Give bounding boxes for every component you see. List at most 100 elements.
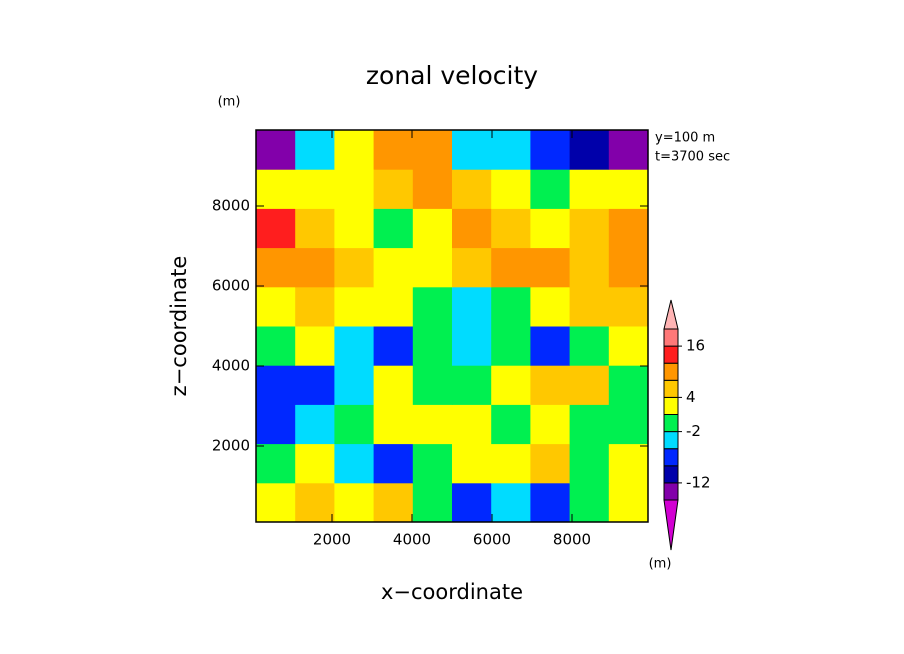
contour-cell — [295, 169, 335, 209]
contour-cell — [608, 169, 649, 209]
contour-cell — [608, 482, 649, 523]
contour-cell — [608, 208, 649, 249]
contour-cell — [569, 326, 610, 366]
contour-cell — [569, 482, 610, 523]
colorbar-segment — [663, 414, 679, 433]
contour-cell — [569, 247, 610, 288]
contour-cell — [373, 169, 414, 209]
y-tick-label: 6000 — [212, 277, 250, 295]
contour-cell — [412, 482, 453, 523]
contour-cell — [491, 208, 531, 249]
contour-cell — [608, 365, 649, 405]
colorbar-segment — [663, 465, 679, 484]
contour-cell — [256, 169, 296, 209]
contour-cell — [295, 482, 335, 523]
contour-cell — [530, 247, 571, 288]
contour-cell — [256, 130, 296, 170]
contour-cell — [452, 286, 492, 327]
annotation: t=3700 sec — [655, 150, 730, 165]
contour-cell — [491, 286, 531, 327]
colorbar-segment — [663, 431, 679, 450]
colorbar-tick-label: 4 — [686, 388, 696, 406]
colorbar-segment — [663, 362, 679, 381]
colorbar-segment — [663, 448, 679, 467]
contour-cell — [256, 482, 296, 523]
colorbar-segment — [663, 328, 679, 347]
contour-cell — [530, 130, 571, 170]
x-tick-label: 8000 — [553, 531, 591, 549]
colorbar-tick-label: -2 — [686, 422, 701, 440]
contour-cell — [295, 130, 335, 170]
x-axis-label: x−coordinate — [381, 580, 523, 604]
contour-cell — [530, 404, 571, 445]
contour-cell — [608, 326, 649, 366]
contour-cell — [491, 365, 531, 405]
contour-cell — [569, 365, 610, 405]
contour-cell — [256, 443, 296, 484]
contour-cell — [412, 443, 453, 484]
contour-cell — [491, 326, 531, 366]
contour-cell — [530, 326, 571, 366]
contour-cell — [373, 365, 414, 405]
contour-cell — [334, 169, 375, 209]
contour-cell — [452, 169, 492, 209]
colorbar-segment — [663, 299, 679, 330]
contour-cell — [256, 365, 296, 405]
colorbar-segment — [663, 379, 679, 398]
colorbar-tick-label: -12 — [686, 473, 711, 491]
contour-cell — [569, 169, 610, 209]
contour-cell — [452, 443, 492, 484]
y-axis-label: z−coordinate — [167, 256, 191, 397]
contour-cell — [452, 130, 492, 170]
contour-cell — [334, 208, 375, 249]
contour-cell — [373, 404, 414, 445]
contour-cell — [334, 247, 375, 288]
contour-cell — [295, 247, 335, 288]
contour-cell — [256, 404, 296, 445]
contour-cell — [530, 482, 571, 523]
contour-cell — [452, 208, 492, 249]
contour-cell — [569, 208, 610, 249]
contour-cell — [569, 286, 610, 327]
contour-cell — [412, 130, 453, 170]
colorbar-segment — [663, 345, 679, 364]
contour-cell — [412, 326, 453, 366]
colorbar-segment — [663, 396, 679, 415]
contour-cell — [452, 482, 492, 523]
y-tick-label: 8000 — [212, 197, 250, 215]
contour-cell — [373, 443, 414, 484]
contour-cell — [491, 443, 531, 484]
contour-cell — [334, 482, 375, 523]
contour-cell — [334, 286, 375, 327]
contour-cell — [412, 247, 453, 288]
colorbar-unit: (m) — [649, 557, 672, 572]
contour-cell — [412, 286, 453, 327]
contour-cell — [530, 286, 571, 327]
contour-cell — [452, 326, 492, 366]
contour-cell — [412, 208, 453, 249]
plot-frame — [255, 129, 649, 523]
contour-cell — [491, 169, 531, 209]
contour-cell — [373, 326, 414, 366]
contour-cell — [608, 247, 649, 288]
contour-cell — [569, 130, 610, 170]
contour-cell — [295, 443, 335, 484]
contour-cell — [334, 443, 375, 484]
contour-cell — [373, 482, 414, 523]
contour-cell — [530, 208, 571, 249]
contour-cell — [491, 247, 531, 288]
x-tick-label: 2000 — [313, 531, 351, 549]
x-tick-label: 6000 — [473, 531, 511, 549]
contour-cell — [412, 365, 453, 405]
x-tick-label: 4000 — [393, 531, 431, 549]
contour-cell — [452, 365, 492, 405]
contour-cell — [295, 365, 335, 405]
colorbar-segment — [663, 482, 679, 501]
colorbar-tick-label: 16 — [686, 337, 705, 355]
contour-cell — [608, 443, 649, 484]
contour-cell — [608, 130, 649, 170]
contour-cell — [569, 404, 610, 445]
annotation: y=100 m — [655, 131, 715, 146]
contour-cell — [373, 286, 414, 327]
